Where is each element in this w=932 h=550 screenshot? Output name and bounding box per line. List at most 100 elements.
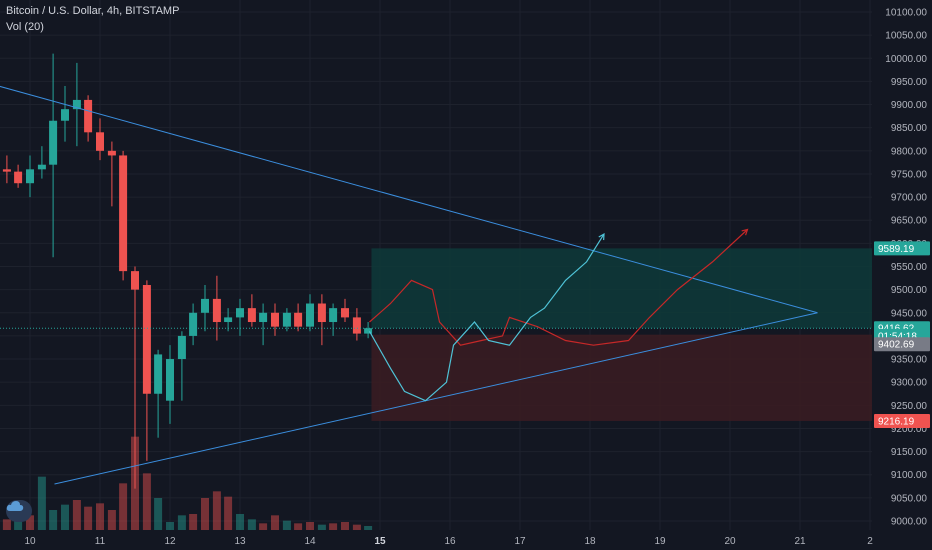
time-tick-label: 19 (654, 536, 666, 547)
price-tag-label: 9216.19 (878, 416, 915, 427)
price-tick-label: 9000.00 (891, 517, 928, 528)
candle-body (306, 303, 314, 327)
volume-bar (364, 526, 373, 530)
candle-body (107, 150, 116, 156)
candle-body (329, 308, 338, 323)
volume-bar (271, 515, 279, 530)
time-tick-label: 12 (164, 536, 176, 547)
volume-bar (72, 500, 81, 530)
time-tick-label: 10 (24, 536, 36, 547)
candle-body (212, 298, 221, 323)
price-tick-label: 9050.00 (891, 493, 928, 504)
candle-body (341, 308, 349, 318)
time-tick-label: 17 (514, 536, 526, 547)
time-tick-label: 13 (234, 536, 246, 547)
candle-body (2, 169, 11, 172)
target-zone (371, 248, 872, 329)
volume-bar (201, 498, 209, 530)
price-tick-label: 10000.00 (885, 54, 927, 65)
tradingview-logo[interactable] (6, 500, 32, 522)
candles (2, 53, 373, 489)
volume-bar (84, 506, 93, 530)
candle-body (37, 164, 46, 170)
candle-body (352, 317, 361, 334)
candle-body (14, 171, 23, 184)
candle-body (247, 308, 256, 323)
price-tick-label: 9200.00 (891, 424, 928, 435)
candle-body (49, 120, 58, 165)
trendline (54, 312, 818, 485)
position-zones (371, 248, 872, 421)
price-tick-label: 9100.00 (891, 470, 928, 481)
price-tick-label: 9500.00 (891, 285, 928, 296)
time-tick-label: 21 (794, 536, 806, 547)
volume-bar (236, 514, 244, 530)
candle-body (224, 317, 233, 323)
price-tick-label: 9550.00 (891, 262, 928, 273)
volume-bar (26, 515, 34, 530)
candle-body (154, 354, 163, 394)
volume-bar (224, 496, 233, 530)
candle-body (96, 132, 104, 151)
volume-bar (306, 522, 314, 530)
price-tick-label: 9300.00 (891, 378, 928, 389)
candle-body (72, 99, 81, 110)
volume-bar (14, 516, 23, 530)
time-tick-label: 14 (304, 536, 316, 547)
projection-red (369, 229, 748, 346)
volume-bar (352, 524, 361, 530)
price-tick-label: 10050.00 (885, 31, 927, 42)
volume-bar (96, 503, 104, 530)
time-tick-label: 2 (867, 536, 873, 547)
time-tick-label: 15 (374, 536, 386, 547)
candle-body (189, 312, 198, 336)
price-tick-label: 9700.00 (891, 193, 928, 204)
volume-bar (142, 473, 151, 530)
price-tick-label: 9250.00 (891, 401, 928, 412)
axes: 10100.00 10050.00 10000.00 9950.00 9900.00 98… (24, 8, 930, 547)
price-tick-label: 10100.00 (885, 8, 927, 19)
price-tick-label: 9650.00 (891, 216, 928, 227)
price-tick-label: 9800.00 (891, 146, 928, 157)
volume-bar (317, 524, 326, 530)
volume-bar (166, 522, 174, 530)
time-tick-label: 11 (95, 536, 106, 547)
time-tick-label: 16 (444, 536, 456, 547)
candle-body (294, 312, 303, 327)
candle-body (119, 155, 128, 272)
volume-bar (259, 523, 268, 530)
price-tick-label: 9900.00 (891, 100, 928, 111)
volume-bar (247, 519, 256, 530)
candle-body (259, 312, 268, 323)
projection-red-arrow (741, 228, 749, 236)
candle-body (84, 99, 93, 133)
volume-bar (107, 510, 116, 530)
price-tag (874, 413, 930, 428)
time-tick-label: 18 (584, 536, 596, 547)
time-tick-label: 20 (724, 536, 736, 547)
volume-bar (177, 515, 186, 530)
trendline (0, 85, 818, 314)
volume-bar (294, 523, 303, 530)
drawings (0, 85, 872, 485)
price-tick-label: 9150.00 (891, 447, 928, 458)
candle-body (201, 298, 209, 313)
cloud-icon (6, 501, 24, 511)
price-tick-label: 9750.00 (891, 169, 928, 180)
volume-indicator-label[interactable]: Vol (20) (6, 21, 44, 33)
price-tag-label: 9589.19 (878, 244, 915, 255)
candle-body (142, 285, 151, 394)
candle-body (166, 359, 174, 401)
symbol-title: Bitcoin / U.S. Dollar, 4h, BITSTAMP (6, 5, 180, 17)
volume-bar (61, 504, 69, 530)
price-tag-label: 01:54:18 (878, 331, 917, 342)
candle-body (177, 335, 186, 360)
volume-bar (189, 514, 198, 530)
candle-body (26, 169, 34, 184)
price-tick-label: 9950.00 (891, 77, 928, 88)
price-tag-label: 9402.69 (878, 340, 915, 351)
volume-bar (212, 491, 221, 530)
candle-body (131, 271, 139, 290)
volume-bar (119, 483, 128, 530)
